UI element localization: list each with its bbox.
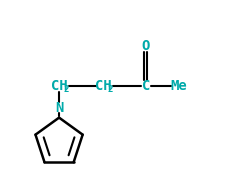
Text: C: C (142, 79, 150, 93)
Text: Me: Me (170, 79, 187, 93)
Text: CH: CH (51, 79, 68, 93)
Text: CH: CH (95, 79, 112, 93)
Text: 2: 2 (63, 85, 69, 94)
Text: N: N (55, 101, 63, 115)
Text: O: O (142, 39, 150, 53)
Text: 2: 2 (108, 85, 113, 94)
